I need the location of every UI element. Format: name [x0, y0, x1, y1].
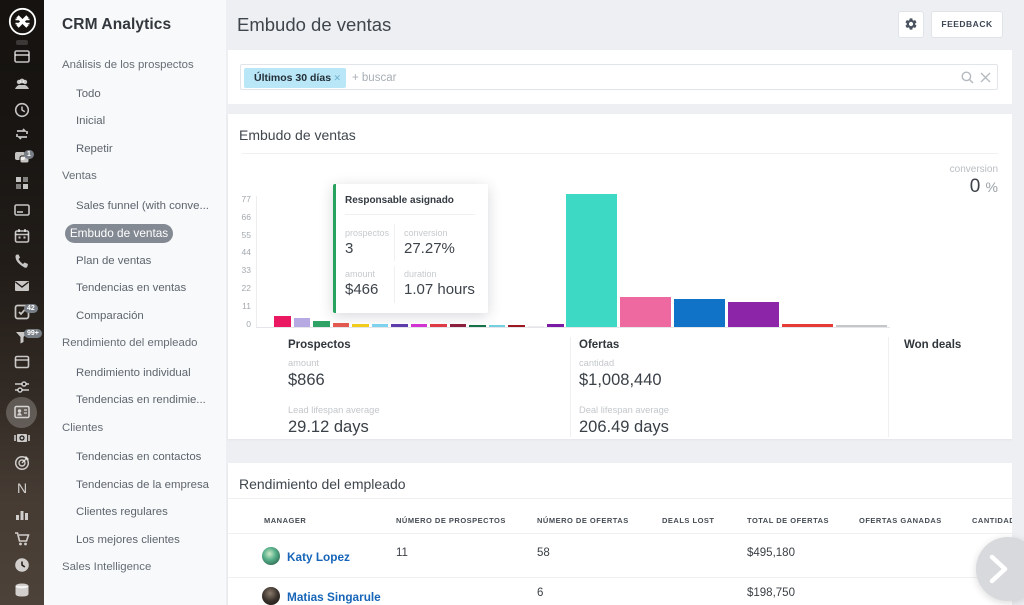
svg-text:N: N	[17, 480, 27, 496]
